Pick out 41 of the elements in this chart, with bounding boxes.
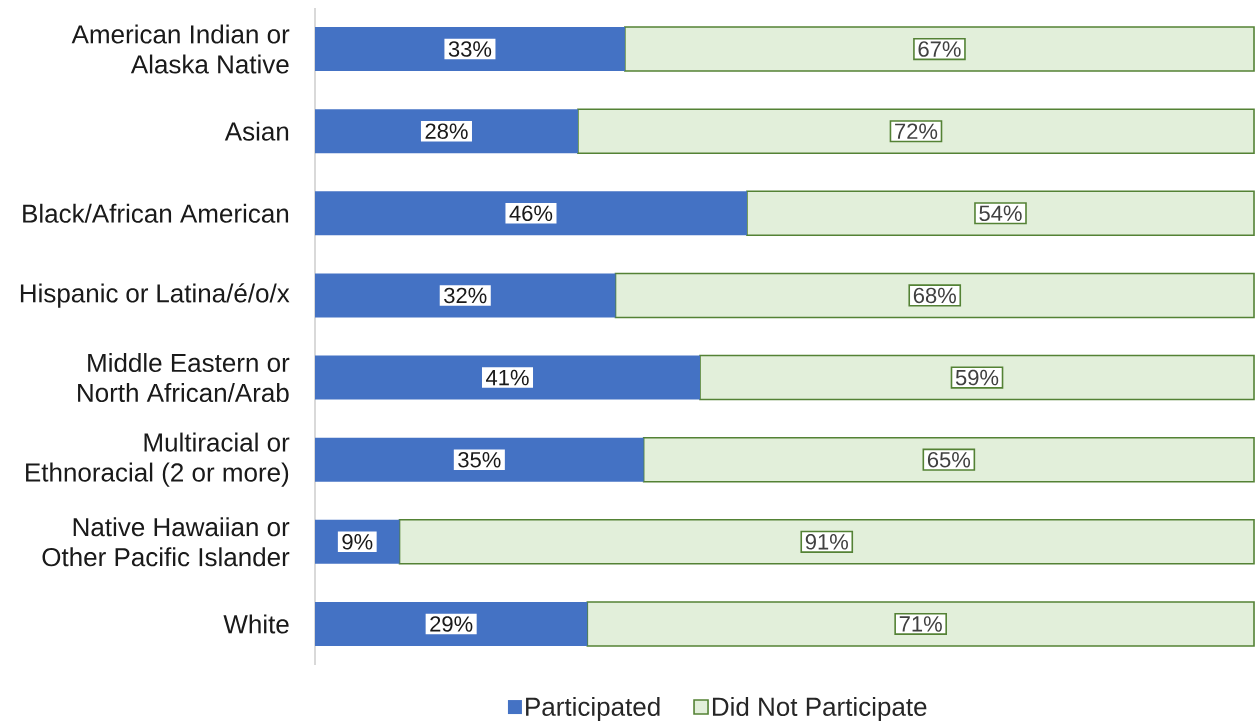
bar <box>642 436 1255 483</box>
bar <box>577 108 1255 154</box>
y-tick-label: American Indian or Alaska Native <box>71 24 290 74</box>
data-label: 72% <box>895 123 938 139</box>
bar <box>614 272 1255 319</box>
bar <box>586 601 1255 647</box>
data-label: 91% <box>805 534 848 550</box>
data-label: 29% <box>430 616 473 632</box>
y-tick-label: Multiracial or Ethnoracial (2 or more) <box>26 432 290 487</box>
y-tick-label: Native Hawaiian or Other Pacific Islander <box>42 517 290 567</box>
data-label: 9% <box>342 534 373 550</box>
y-tick-label: Hispanic or Latina/é/o/x <box>20 283 290 308</box>
data-label: 54% <box>979 205 1022 222</box>
y-tick-label: Asian <box>224 121 289 141</box>
data-label: 28% <box>425 123 468 139</box>
data-label: 46% <box>509 205 553 222</box>
legend-label: Participated <box>526 696 660 722</box>
data-label: 65% <box>927 451 971 468</box>
bar <box>746 190 1255 237</box>
data-label: 71% <box>899 616 942 632</box>
data-label: 35% <box>458 451 501 468</box>
y-tick-label: Middle Eastern or North African/Arab <box>78 353 290 403</box>
bar <box>315 109 578 154</box>
data-label: 59% <box>955 369 999 386</box>
data-label: 33% <box>448 41 492 57</box>
y-tick-label: Black/African American <box>23 203 289 223</box>
bar <box>315 601 588 646</box>
bar <box>315 273 616 318</box>
bar <box>624 26 1255 72</box>
bar <box>315 437 644 482</box>
data-label: 41% <box>485 369 529 386</box>
bar <box>315 191 747 236</box>
data-label: 32% <box>444 287 487 304</box>
legend-label: Did Not Participate <box>712 696 927 722</box>
data-label: 68% <box>913 287 956 304</box>
bar <box>699 354 1255 401</box>
bar <box>398 519 1255 565</box>
y-tick-label: White <box>223 614 289 634</box>
bar <box>315 355 700 400</box>
bar <box>315 27 625 72</box>
data-label: 67% <box>918 41 961 57</box>
